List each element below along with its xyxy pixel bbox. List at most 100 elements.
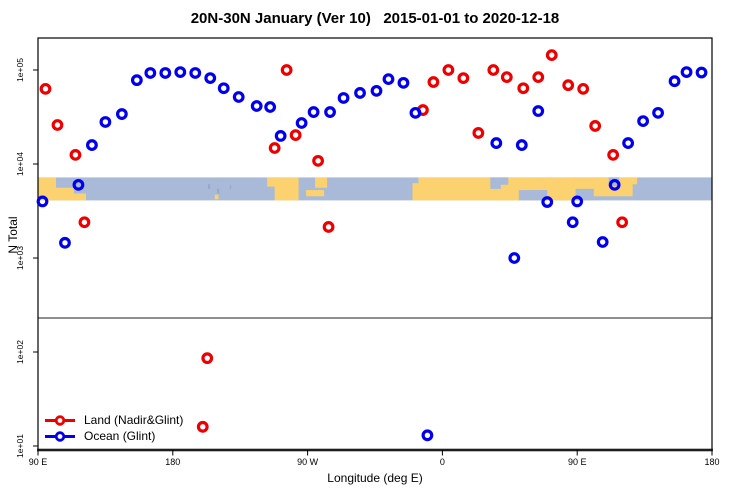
data-point-land — [69, 148, 82, 161]
legend-item: Ocean (Glint) — [44, 429, 183, 444]
map-land — [52, 187, 74, 201]
data-point-ocean — [541, 196, 554, 208]
data-point-land — [532, 71, 545, 84]
legend-label: Land (Nadir&Glint) — [84, 413, 184, 427]
map-ocean-notch — [490, 177, 501, 189]
map-land — [593, 177, 633, 197]
data-point-land — [312, 154, 324, 167]
data-point-ocean — [72, 178, 85, 191]
data-point-land — [500, 71, 513, 84]
map-land — [547, 177, 576, 201]
map-land — [267, 177, 278, 187]
data-point-land — [201, 352, 214, 365]
data-point-ocean — [264, 101, 277, 113]
data-point-ocean — [668, 75, 681, 88]
map-land — [38, 177, 56, 201]
data-point-land — [577, 82, 590, 95]
data-point-land — [427, 76, 440, 88]
data-point-land — [589, 120, 602, 132]
data-point-ocean — [566, 216, 579, 229]
data-point-ocean — [217, 82, 230, 95]
data-point-ocean — [274, 130, 287, 142]
data-point-ocean — [232, 91, 245, 103]
data-point-ocean — [295, 117, 308, 129]
data-point-ocean — [354, 87, 366, 99]
map-island — [216, 188, 220, 194]
data-point-ocean — [130, 74, 143, 87]
map-land — [530, 177, 552, 191]
data-point-ocean — [382, 73, 395, 86]
data-point-ocean — [515, 139, 528, 151]
data-point-land — [517, 82, 530, 95]
data-point-land — [616, 216, 629, 229]
data-point-land — [322, 221, 335, 233]
map-land — [418, 177, 498, 201]
data-point-ocean — [115, 108, 128, 120]
y-tick-label: 1e+03 — [15, 246, 25, 270]
data-point-ocean — [86, 139, 98, 151]
x-tick-label: 180 — [165, 457, 180, 467]
data-point-ocean — [99, 116, 112, 128]
plot-background — [38, 38, 712, 450]
data-point-ocean — [596, 236, 609, 248]
legend-marker-icon — [45, 431, 75, 442]
map-land — [306, 190, 325, 197]
x-tick-label: 90 E — [29, 457, 48, 467]
data-point-land — [196, 420, 209, 433]
map-island — [207, 184, 211, 189]
data-point-land — [51, 119, 64, 131]
plot-box — [37, 37, 713, 451]
legend-item: Land (Nadir&Glint) — [44, 413, 183, 428]
x-axis-label: Longitude (deg E) — [327, 471, 423, 485]
data-point-ocean — [397, 76, 410, 89]
x-tick-label: 90 W — [297, 457, 319, 467]
y-axis-label: N Total — [6, 216, 20, 254]
data-point-land — [268, 142, 281, 154]
data-point-ocean — [421, 429, 434, 442]
data-point-land — [545, 49, 558, 62]
data-point-land — [39, 82, 52, 95]
map-land — [412, 183, 422, 201]
data-point-ocean — [637, 115, 650, 128]
data-point-land — [78, 216, 91, 229]
legend-marker-icon — [45, 415, 75, 426]
x-tick-label: 180 — [704, 457, 719, 467]
legend: Land (Nadir&Glint) Ocean (Glint) — [44, 413, 183, 444]
data-point-ocean — [159, 67, 172, 79]
data-point-ocean — [36, 195, 49, 208]
data-point-ocean — [680, 66, 693, 78]
map-land — [70, 193, 86, 201]
y-tick-label: 1e+05 — [15, 58, 25, 82]
data-point-land — [472, 127, 485, 139]
map-land — [628, 177, 638, 185]
data-point-ocean — [409, 106, 422, 119]
map-ocean-notch — [500, 177, 509, 185]
y-tick-label: 1e+04 — [15, 152, 25, 176]
data-point-ocean — [622, 137, 635, 149]
data-point-land — [442, 64, 455, 76]
data-point-ocean — [144, 67, 157, 79]
data-point-ocean — [652, 106, 664, 119]
data-point-ocean — [307, 106, 320, 118]
data-point-ocean — [204, 72, 217, 85]
data-point-ocean — [337, 92, 350, 104]
data-point-ocean — [508, 252, 521, 264]
data-point-ocean — [571, 195, 584, 208]
data-point-ocean — [189, 67, 202, 79]
map-island — [229, 185, 232, 189]
data-point-ocean — [250, 100, 263, 112]
y-tick-label: 1e+01 — [15, 434, 25, 458]
data-point-ocean — [324, 106, 336, 118]
data-point-ocean — [59, 236, 71, 249]
data-point-land — [607, 148, 620, 161]
data-point-land — [280, 64, 293, 76]
y-tick-label: 1e+02 — [15, 340, 25, 364]
x-tick-label: 90 E — [568, 457, 587, 467]
x-tick-label: 0 — [440, 457, 445, 467]
data-point-ocean — [532, 105, 545, 117]
map-land — [315, 177, 328, 188]
legend-label: Ocean (Glint) — [84, 429, 156, 443]
map-ocean-notch — [575, 188, 594, 201]
